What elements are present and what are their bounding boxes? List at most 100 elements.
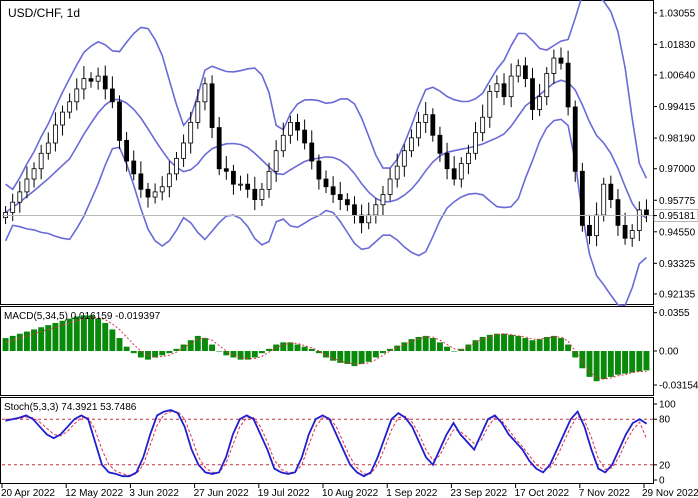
candle-body[interactable]: [74, 88, 80, 103]
candle-body[interactable]: [273, 150, 279, 172]
candle-body[interactable]: [515, 65, 521, 77]
candle-body[interactable]: [38, 152, 44, 170]
candle-body[interactable]: [174, 158, 179, 175]
candle-body[interactable]: [530, 78, 535, 110]
candle-body[interactable]: [409, 137, 414, 152]
candle-body[interactable]: [451, 168, 457, 180]
candle-body[interactable]: [202, 83, 208, 103]
macd-histogram-bar: [550, 335, 557, 351]
candle-body[interactable]: [309, 142, 315, 162]
candle-body[interactable]: [430, 114, 436, 136]
time-tick-label: 29 Nov 2022: [642, 488, 698, 498]
candle-body[interactable]: [480, 116, 486, 134]
candle-body[interactable]: [594, 214, 599, 237]
candle-body[interactable]: [352, 204, 357, 216]
candle-body[interactable]: [60, 111, 65, 126]
candle-body[interactable]: [458, 163, 464, 180]
candle-body[interactable]: [444, 152, 450, 170]
candle-body[interactable]: [252, 188, 258, 201]
candle-body[interactable]: [572, 106, 578, 172]
candle-body[interactable]: [24, 178, 30, 193]
candle-body[interactable]: [195, 101, 201, 123]
candle-body[interactable]: [522, 65, 528, 80]
candle-body[interactable]: [544, 73, 550, 98]
candle-body[interactable]: [401, 150, 407, 167]
candle-body[interactable]: [88, 78, 94, 82]
candle-body[interactable]: [81, 78, 87, 90]
candle-body[interactable]: [416, 122, 421, 139]
candle-body[interactable]: [45, 142, 51, 154]
candle-body[interactable]: [259, 188, 265, 201]
candle-body[interactable]: [323, 178, 329, 188]
candle-body[interactable]: [636, 209, 642, 231]
stoch-signal-line: [5, 411, 648, 476]
candle-body[interactable]: [223, 168, 229, 172]
candle-body[interactable]: [615, 199, 621, 226]
candle-body[interactable]: [494, 83, 500, 92]
candle-body[interactable]: [53, 124, 58, 144]
macd-panel[interactable]: [2, 315, 650, 382]
candle-body[interactable]: [280, 134, 286, 152]
candle-body[interactable]: [466, 152, 471, 164]
candle-body[interactable]: [337, 194, 343, 201]
candle-body[interactable]: [344, 199, 350, 206]
stochastic-panel[interactable]: [2, 409, 653, 478]
price-panel[interactable]: [2, 0, 653, 307]
candle-body[interactable]: [216, 127, 222, 170]
candle-body[interactable]: [366, 214, 372, 224]
candle-body[interactable]: [102, 75, 108, 90]
candle-body[interactable]: [124, 140, 130, 162]
candle-body[interactable]: [166, 173, 172, 188]
candle-body[interactable]: [138, 173, 144, 190]
candle-body[interactable]: [394, 165, 400, 180]
candle-body[interactable]: [330, 186, 336, 195]
candle-body[interactable]: [266, 170, 272, 190]
candle-body[interactable]: [373, 204, 379, 216]
candle-body[interactable]: [437, 134, 443, 154]
candle-body[interactable]: [487, 91, 493, 118]
candle-body[interactable]: [159, 186, 165, 193]
candle-body[interactable]: [238, 183, 243, 186]
candle-body[interactable]: [295, 122, 300, 131]
candle-body[interactable]: [622, 224, 628, 239]
candle-body[interactable]: [565, 62, 571, 108]
candle-body[interactable]: [245, 183, 251, 190]
candle-body[interactable]: [145, 188, 151, 198]
candle-body[interactable]: [67, 101, 73, 113]
candle-body[interactable]: [316, 160, 322, 180]
candle-body[interactable]: [287, 122, 293, 136]
axis-labels: 1.03055 1.01830 1.00640 0.99415 0.98190 0.970…: [1, 8, 698, 498]
candle-body[interactable]: [423, 114, 429, 123]
candle-body[interactable]: [181, 142, 186, 159]
candle-body[interactable]: [508, 75, 514, 98]
candle-body[interactable]: [10, 201, 16, 213]
candle-body[interactable]: [473, 132, 478, 154]
candle-body[interactable]: [131, 160, 137, 175]
candle-body[interactable]: [601, 183, 607, 216]
candle-body[interactable]: [302, 129, 308, 144]
candle-body[interactable]: [587, 224, 592, 237]
candle-body[interactable]: [558, 57, 564, 64]
candle-body[interactable]: [551, 57, 557, 74]
candle-body[interactable]: [188, 122, 194, 144]
candle-body[interactable]: [209, 83, 215, 128]
candle-body[interactable]: [117, 101, 122, 141]
candle-body[interactable]: [152, 191, 158, 198]
candle-body[interactable]: [95, 75, 101, 82]
candle-body[interactable]: [387, 178, 393, 195]
candle-body[interactable]: [644, 209, 649, 216]
candle-body[interactable]: [17, 191, 23, 203]
candle-body[interactable]: [537, 96, 543, 110]
candle-body[interactable]: [380, 194, 386, 206]
macd-histogram-bar: [351, 351, 358, 367]
candle-body[interactable]: [359, 214, 365, 224]
candle-body[interactable]: [501, 83, 507, 98]
candle-body[interactable]: [109, 88, 115, 103]
candle-body[interactable]: [629, 230, 635, 239]
candle-body[interactable]: [579, 170, 585, 226]
candle-body[interactable]: [608, 183, 614, 201]
candle-body[interactable]: [31, 168, 37, 180]
candle-body[interactable]: [231, 170, 236, 185]
